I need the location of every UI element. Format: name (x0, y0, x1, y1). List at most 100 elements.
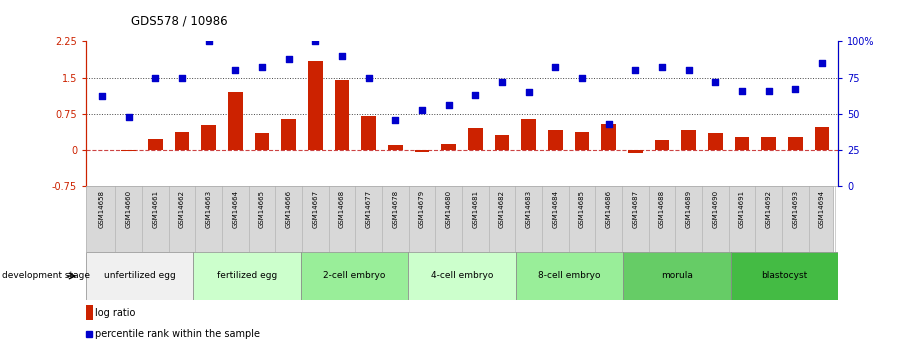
Text: GSM14681: GSM14681 (472, 189, 478, 228)
Text: morula: morula (661, 272, 693, 280)
Text: log ratio: log ratio (95, 308, 136, 318)
Bar (681, 130, 696, 150)
Bar (201, 125, 216, 150)
Point (121, 114, 136, 119)
Text: GSM14662: GSM14662 (179, 189, 185, 228)
Point (175, 75, 189, 80)
Point (814, 60, 829, 66)
Text: 8-cell embryo: 8-cell embryo (538, 272, 601, 280)
Point (468, 92, 483, 98)
Text: GSM14667: GSM14667 (313, 189, 318, 228)
Bar (148, 139, 163, 150)
Text: fertilized egg: fertilized egg (217, 272, 277, 280)
Text: GSM14661: GSM14661 (152, 189, 159, 228)
Bar (516, 252, 623, 300)
Bar (121, 150, 136, 151)
Bar (86, 252, 194, 300)
Bar (521, 119, 536, 150)
Text: GDS578 / 10986: GDS578 / 10986 (131, 14, 228, 28)
Text: GSM14691: GSM14691 (739, 189, 745, 228)
Text: GSM14689: GSM14689 (686, 189, 691, 228)
Point (602, 121, 616, 127)
Bar (602, 124, 616, 150)
Text: blastocyst: blastocyst (761, 272, 807, 280)
Bar (415, 150, 429, 152)
Text: GSM14694: GSM14694 (819, 189, 825, 228)
Text: GSM14668: GSM14668 (339, 189, 345, 228)
Point (95, 94, 110, 99)
Bar (628, 150, 642, 153)
Point (628, 68, 642, 73)
Bar (623, 252, 730, 300)
Bar (814, 127, 829, 150)
Bar (730, 252, 838, 300)
Text: GSM14684: GSM14684 (553, 189, 558, 228)
Text: GSM14693: GSM14693 (793, 189, 798, 228)
Point (255, 65, 269, 70)
Text: GSM14664: GSM14664 (233, 189, 238, 228)
Bar (86, 305, 92, 320)
Text: GSM14688: GSM14688 (659, 189, 665, 228)
Point (548, 65, 563, 70)
Bar (175, 132, 189, 150)
Text: 2-cell embryo: 2-cell embryo (323, 272, 386, 280)
Text: GSM14692: GSM14692 (766, 189, 772, 228)
Point (655, 65, 670, 70)
Text: GSM14658: GSM14658 (99, 189, 105, 228)
Bar (441, 144, 456, 150)
Bar (308, 61, 323, 150)
Text: unfertilized egg: unfertilized egg (104, 272, 176, 280)
Point (415, 107, 429, 112)
Bar (228, 92, 243, 150)
Bar (388, 145, 403, 150)
Point (574, 75, 589, 80)
Point (495, 79, 509, 85)
Bar (255, 133, 269, 150)
Point (335, 53, 350, 59)
Text: GSM14690: GSM14690 (712, 189, 718, 228)
Text: GSM14678: GSM14678 (392, 189, 399, 228)
Text: GSM14680: GSM14680 (446, 189, 452, 228)
Point (361, 75, 376, 80)
Bar (282, 119, 296, 150)
Text: GSM14679: GSM14679 (419, 189, 425, 228)
Bar (468, 128, 483, 150)
Text: GSM14686: GSM14686 (606, 189, 612, 228)
Point (282, 56, 296, 61)
Point (708, 79, 723, 85)
Text: GSM14665: GSM14665 (259, 189, 265, 228)
Bar (574, 132, 590, 150)
Bar (761, 137, 776, 150)
Point (761, 88, 776, 93)
Point (228, 68, 243, 73)
Bar (788, 137, 803, 150)
Point (149, 75, 163, 80)
Point (308, 39, 323, 44)
Bar (301, 252, 409, 300)
Text: GSM14666: GSM14666 (285, 189, 292, 228)
Point (681, 68, 696, 73)
Point (441, 102, 456, 108)
Text: 4-cell embryo: 4-cell embryo (431, 272, 493, 280)
Point (201, 39, 216, 44)
Text: GSM14660: GSM14660 (126, 189, 131, 228)
Text: GSM14677: GSM14677 (366, 189, 371, 228)
Point (522, 89, 536, 95)
Point (735, 88, 749, 93)
Bar (655, 140, 670, 150)
Bar (334, 80, 350, 150)
Bar (409, 252, 516, 300)
Text: GSM14663: GSM14663 (206, 189, 212, 228)
Bar (361, 116, 376, 150)
Text: development stage: development stage (2, 272, 90, 280)
Bar (495, 135, 509, 150)
Point (388, 117, 402, 122)
Bar (194, 252, 301, 300)
Point (788, 87, 803, 92)
Text: GSM14685: GSM14685 (579, 189, 585, 228)
Text: GSM14682: GSM14682 (499, 189, 505, 228)
Text: GSM14687: GSM14687 (632, 189, 639, 228)
Bar (708, 133, 723, 150)
Text: GSM14683: GSM14683 (525, 189, 532, 228)
Bar (548, 130, 563, 150)
